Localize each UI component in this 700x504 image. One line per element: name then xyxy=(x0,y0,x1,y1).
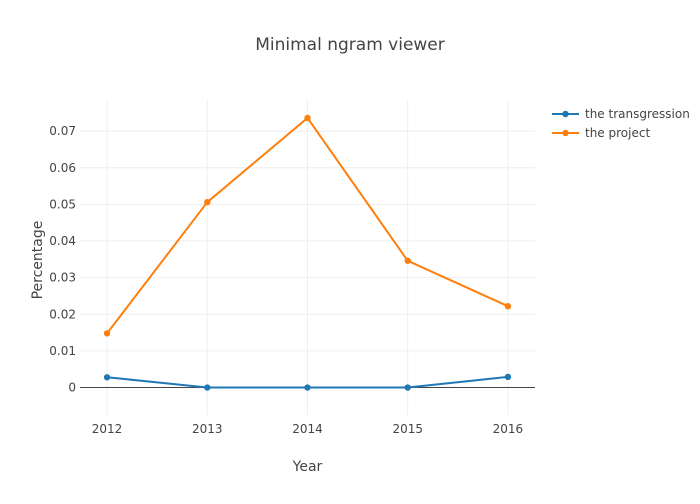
grid-layer xyxy=(80,100,535,415)
series-2-point[interactable] xyxy=(103,330,111,337)
x-tick-label: 2014 xyxy=(292,422,323,436)
x-tick-label: 2013 xyxy=(192,422,223,436)
series-1-point[interactable] xyxy=(103,374,111,381)
chart-title: Minimal ngram viewer xyxy=(255,35,445,55)
series-1-point[interactable] xyxy=(404,384,411,391)
series-layer xyxy=(103,114,512,391)
x-axis-label: Year xyxy=(292,459,323,475)
x-tick-label: 2015 xyxy=(392,422,423,436)
y-tick-label: 0.07 xyxy=(49,124,76,138)
legend-item-1[interactable]: the transgression xyxy=(552,107,690,121)
y-tick-label: 0.02 xyxy=(49,307,76,321)
axis-layer: 2012 2013 2014 2015 2016 0 0.01 0.02 0.03 0.04 0.0… xyxy=(49,124,523,436)
legend-item-2[interactable]: the project xyxy=(552,126,650,140)
series-2-point[interactable] xyxy=(404,257,411,264)
legend-marker xyxy=(562,129,569,137)
series-1-point[interactable] xyxy=(304,384,311,391)
legend-marker xyxy=(562,110,569,118)
x-tick-label: 2012 xyxy=(92,422,123,436)
legend: the transgression the project xyxy=(552,107,690,140)
y-tick-label: 0.03 xyxy=(49,271,76,285)
y-axis-label: Percentage xyxy=(30,221,46,300)
y-tick-label: 0.04 xyxy=(49,234,76,248)
series-1-point[interactable] xyxy=(504,373,512,381)
x-tick-label: 2016 xyxy=(493,422,524,436)
y-tick-label: 0.06 xyxy=(49,161,76,175)
y-tick-label: 0.05 xyxy=(49,197,76,211)
series-1-point[interactable] xyxy=(204,384,211,391)
y-tick-label: 0 xyxy=(68,381,76,395)
y-tick-label: 0.01 xyxy=(49,344,76,358)
series-2-point[interactable] xyxy=(504,303,512,310)
plot-area: 2012 2013 2014 2015 2016 0 0.01 0.02 0.03 0.04 0.0… xyxy=(49,100,535,436)
legend-label: the project xyxy=(585,126,650,140)
series-2-point[interactable] xyxy=(304,114,311,122)
series-2-point[interactable] xyxy=(204,198,211,206)
legend-label: the transgression xyxy=(585,107,690,121)
